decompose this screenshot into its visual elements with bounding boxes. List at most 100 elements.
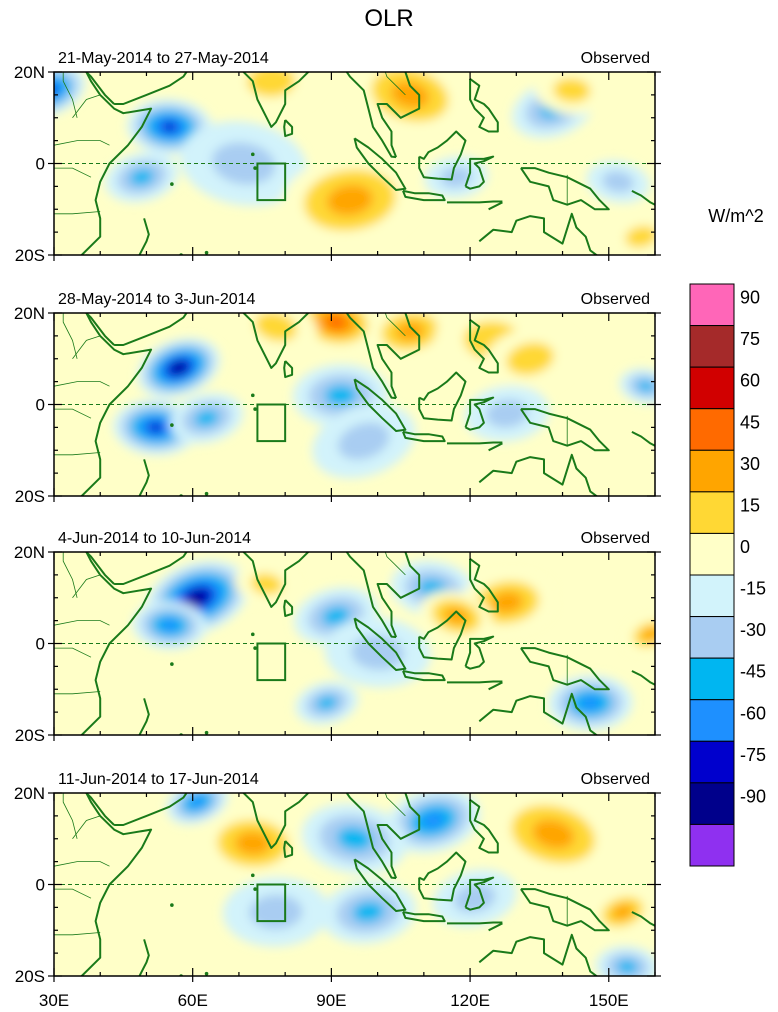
colorbar-tick-label: 45 [740, 412, 760, 432]
contour-level [636, 380, 655, 393]
y-tick-label: 20N [14, 543, 45, 562]
colorbar-swatch [689, 366, 735, 410]
colorbar-swatch [689, 823, 735, 867]
contour-level [255, 313, 297, 342]
borders [54, 313, 568, 456]
y-tick-label: 0 [36, 155, 45, 174]
contour-level [326, 184, 373, 216]
anomaly-blob [137, 338, 220, 398]
contour-level [602, 171, 634, 193]
anomaly-blob [281, 154, 419, 246]
anomaly-blob [234, 313, 318, 356]
colorbar-swatch [689, 449, 735, 493]
contour-level [188, 591, 206, 604]
contour-level [147, 421, 165, 433]
contour-level [491, 591, 523, 613]
anomaly-blob [483, 326, 578, 392]
contour-level [322, 606, 350, 626]
contour-level [440, 166, 473, 188]
anomaly-blob [367, 313, 453, 360]
contour-level [395, 321, 425, 341]
colorbar-tick-label: 90 [740, 288, 760, 308]
anomaly-blob [301, 803, 408, 874]
axis-ticks [48, 792, 661, 982]
y-tick-label: 0 [36, 396, 45, 415]
colorbar-unit-label: W/m^2 [708, 206, 763, 226]
colorbar-tick-label: 15 [740, 495, 760, 515]
anomaly-field [54, 552, 655, 735]
anomaly-blob [223, 72, 320, 113]
contour-level [247, 72, 296, 97]
axis-ticks [48, 551, 661, 741]
anomaly-field [54, 313, 655, 496]
panel-observed-label: Observed [581, 530, 650, 547]
anomaly-blob [222, 877, 330, 947]
anomaly-field [54, 793, 655, 976]
y-tick-label: 20N [14, 304, 45, 323]
contour-level [54, 79, 64, 101]
colorbar-tick-label: 60 [740, 371, 760, 391]
colorbar-swatch [689, 283, 735, 327]
panel-observed-label: Observed [581, 291, 650, 308]
map-panel-3: 4-Jun-2014 to 10-Jun-2014 Observed 20N 0 20S [14, 530, 661, 745]
contour-level [506, 342, 554, 375]
contour-level [171, 362, 186, 373]
coastlines [80, 313, 655, 496]
contour-level [612, 904, 633, 920]
contour-level [336, 827, 373, 851]
panel-date-range: 11-Jun-2014 to 17-Jun-2014 [58, 771, 259, 788]
anomaly-blob [105, 152, 179, 203]
contour-level [194, 409, 219, 427]
colorbar-swatch [689, 408, 735, 451]
colorbar-tick-label: -45 [740, 662, 766, 682]
x-tick-label: 150E [589, 991, 629, 1010]
contour-level [325, 315, 347, 330]
y-tick-label: 20S [15, 246, 45, 265]
colorbar-swatch [689, 699, 735, 742]
panel-observed-label: Observed [581, 50, 650, 67]
contour-level [579, 696, 601, 710]
y-tick-label: 20S [15, 726, 45, 745]
coastlines [80, 552, 655, 735]
colorbar-swatch [689, 491, 735, 534]
contour-level [553, 78, 591, 103]
anomaly-blob [591, 889, 654, 935]
contour-level [337, 422, 390, 460]
panel-observed-label: Observed [581, 771, 650, 788]
contour-level [453, 883, 496, 913]
chart-title: OLR [364, 5, 413, 32]
colorbar-tick-label: 75 [740, 329, 760, 349]
colorbar-swatch [689, 657, 735, 701]
colorbar-tick-label: 0 [740, 537, 750, 557]
anomaly-blob [312, 404, 416, 479]
colorbar-swatch [689, 532, 735, 576]
anomaly-field [54, 72, 655, 255]
contour-level [250, 573, 283, 595]
contour-level [421, 812, 445, 829]
panel-date-range: 28-May-2014 to 3-Jun-2014 [58, 291, 256, 308]
panel-date-range: 21-May-2014 to 27-May-2014 [58, 50, 269, 67]
colorbar-tick-label: -90 [740, 786, 766, 806]
map-panel-1: 21-May-2014 to 27-May-2014 Observed 20N 0 20… [14, 50, 661, 265]
anomaly-blob [132, 600, 207, 650]
contour-level [189, 796, 206, 808]
anomaly-blob [609, 215, 655, 255]
y-tick-label: 20N [14, 63, 45, 82]
borders [54, 793, 568, 936]
colorbar-swatch [689, 325, 735, 368]
colorbar-tick-label: -60 [740, 703, 766, 723]
contour-level [625, 225, 655, 248]
anomaly-blob [169, 393, 244, 444]
colorbar: W/m^2 90 75 60 45 30 15 0 -15 -30 -45 -60 -75 -90 [689, 206, 766, 867]
anomaly-blob [490, 793, 616, 878]
x-tick-label: 60E [178, 991, 208, 1010]
x-axis-labels: 30E 60E 90E 120E 150E [39, 991, 629, 1010]
anomaly-blob [54, 72, 86, 117]
map-panel-2: 28-May-2014 to 3-Jun-2014 Observed 20N 0 20S [14, 291, 661, 506]
x-tick-label: 120E [450, 991, 490, 1010]
borders [54, 552, 568, 695]
x-tick-label: 90E [316, 991, 346, 1010]
anomaly-blob [432, 869, 517, 927]
y-tick-label: 0 [36, 635, 45, 654]
anomaly-blob [595, 945, 655, 976]
